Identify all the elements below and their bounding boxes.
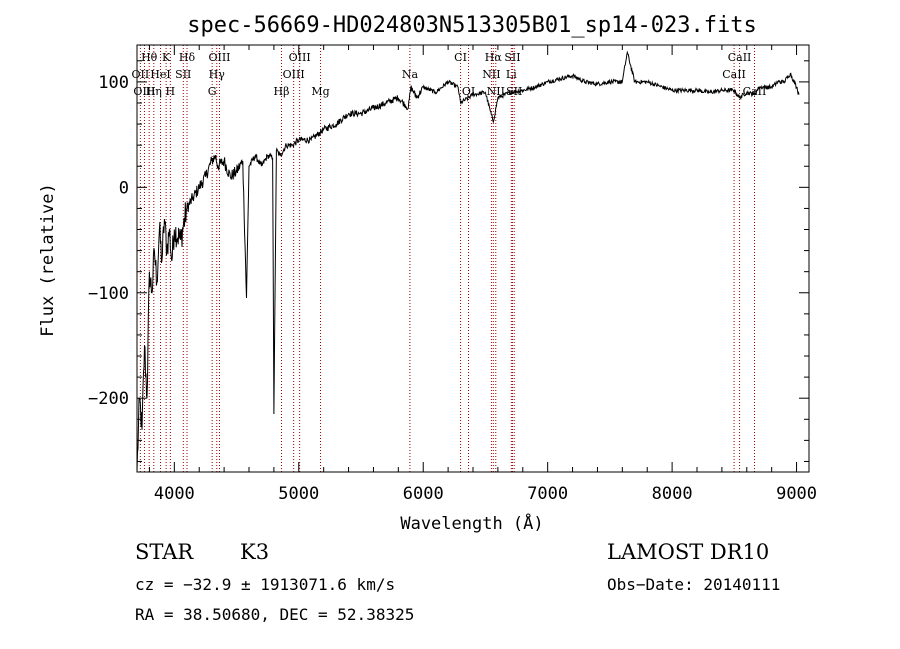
line-label: OII: [132, 68, 150, 81]
y-tick-label: 100: [98, 73, 129, 93]
spectrum-line: [136, 50, 800, 473]
line-label: Hθ: [141, 51, 158, 64]
x-tick-label: 9000: [776, 484, 817, 504]
line-label: Hγ: [209, 68, 226, 81]
line-label: OIII: [133, 85, 155, 98]
line-label: Mg: [311, 85, 329, 98]
line-label: K: [162, 51, 171, 64]
line-label: G: [208, 85, 217, 98]
line-label: CI: [454, 51, 467, 64]
x-axis-label: Wavelength (Å): [400, 512, 543, 534]
line-label: Hδ: [179, 51, 196, 64]
chart-title: spec-56669-HD024803N513305B01_sp14-023.f…: [187, 13, 757, 38]
observation-date: Obs−Date: 20140111: [607, 575, 780, 594]
object-type: STAR: [135, 540, 194, 564]
y-axis-ticks: 100 0 −100 −200: [88, 60, 809, 462]
spectral-subclass: K3: [240, 540, 269, 564]
line-label: HeI: [150, 68, 170, 81]
line-label: Hβ: [274, 85, 290, 98]
y-axis-label: Flux (relative): [38, 183, 58, 337]
line-label: Na: [402, 68, 419, 81]
y-tick-label: −200: [88, 389, 129, 409]
x-tick-label: 7000: [527, 484, 568, 504]
x-tick-label: 6000: [403, 484, 444, 504]
y-tick-label: −100: [88, 284, 129, 304]
x-tick-label: 5000: [278, 484, 319, 504]
line-label: Hη: [146, 85, 162, 98]
line-label: OIII: [208, 51, 230, 64]
x-axis-ticks: 4000 5000 6000 7000 8000 9000: [148, 45, 817, 504]
redshift-velocity: cz = −32.9 ± 1913071.6 km/s: [135, 575, 395, 594]
line-label: CaII: [743, 85, 767, 98]
line-label: CaII: [722, 68, 746, 81]
survey-name: LAMOST DR10: [607, 540, 769, 564]
y-tick-label: 0: [119, 178, 129, 198]
line-label: Li: [506, 68, 517, 81]
line-label: CaII: [728, 51, 752, 64]
x-tick-label: 8000: [652, 484, 693, 504]
sky-coordinates: RA = 38.50680, DEC = 52.38325: [135, 605, 414, 624]
line-label: H: [166, 85, 176, 98]
plot-frame: [136, 44, 810, 473]
line-label: Hα: [485, 51, 503, 64]
spectral-line-markers: [139, 45, 755, 472]
line-label: OIII: [283, 68, 305, 81]
line-label: OIII: [289, 51, 311, 64]
line-label: SII: [504, 51, 520, 64]
line-label: SII: [175, 68, 191, 81]
x-tick-label: 4000: [154, 484, 195, 504]
line-label: NII: [482, 68, 500, 81]
